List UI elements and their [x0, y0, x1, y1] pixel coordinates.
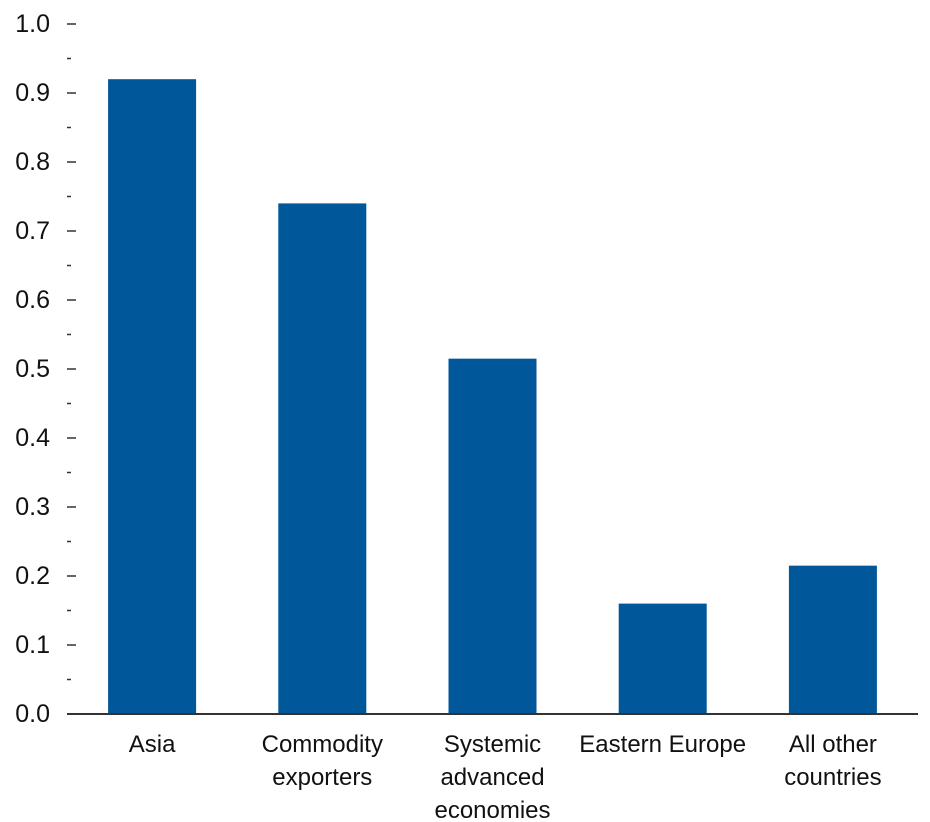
- x-tick-label: Asia: [129, 731, 176, 758]
- bars: [108, 79, 877, 714]
- y-tick-label: 0.7: [15, 217, 50, 245]
- x-tick-label: Eastern Europe: [579, 731, 746, 758]
- y-tick-label: 0.0: [15, 700, 50, 728]
- x-tick-label: countries: [784, 764, 881, 791]
- y-tick-label: 0.3: [15, 493, 50, 521]
- y-tick-label: 0.8: [15, 148, 50, 176]
- x-axis: Asia Commodity exporters Systemic advanced ec…: [67, 713, 918, 822]
- x-tick-label: All other: [789, 731, 877, 758]
- x-tick-label: Systemic: [444, 731, 541, 758]
- y-tick-label: 0.2: [15, 562, 50, 590]
- bar: [788, 565, 877, 714]
- x-tick-label: exporters: [272, 764, 372, 791]
- y-axis: 0.0 0.1 0.2 0.3 0.4 0.5 0.6 0.7 0.8 0.9 1.0: [15, 10, 76, 728]
- bar: [108, 79, 197, 714]
- y-tick-label: 0.4: [15, 424, 50, 452]
- bar: [618, 603, 707, 714]
- y-tick-label: 1.0: [15, 10, 50, 38]
- y-tick-label: 0.6: [15, 286, 50, 314]
- y-tick-label: 0.1: [15, 631, 50, 659]
- bar: [278, 203, 367, 714]
- x-tick-label: advanced: [440, 764, 544, 791]
- y-tick-label: 0.9: [15, 79, 50, 107]
- x-tick-label: economies: [434, 797, 550, 822]
- x-tick-label: Commodity: [262, 731, 383, 758]
- y-tick-label: 0.5: [15, 355, 50, 383]
- bar: [448, 358, 537, 714]
